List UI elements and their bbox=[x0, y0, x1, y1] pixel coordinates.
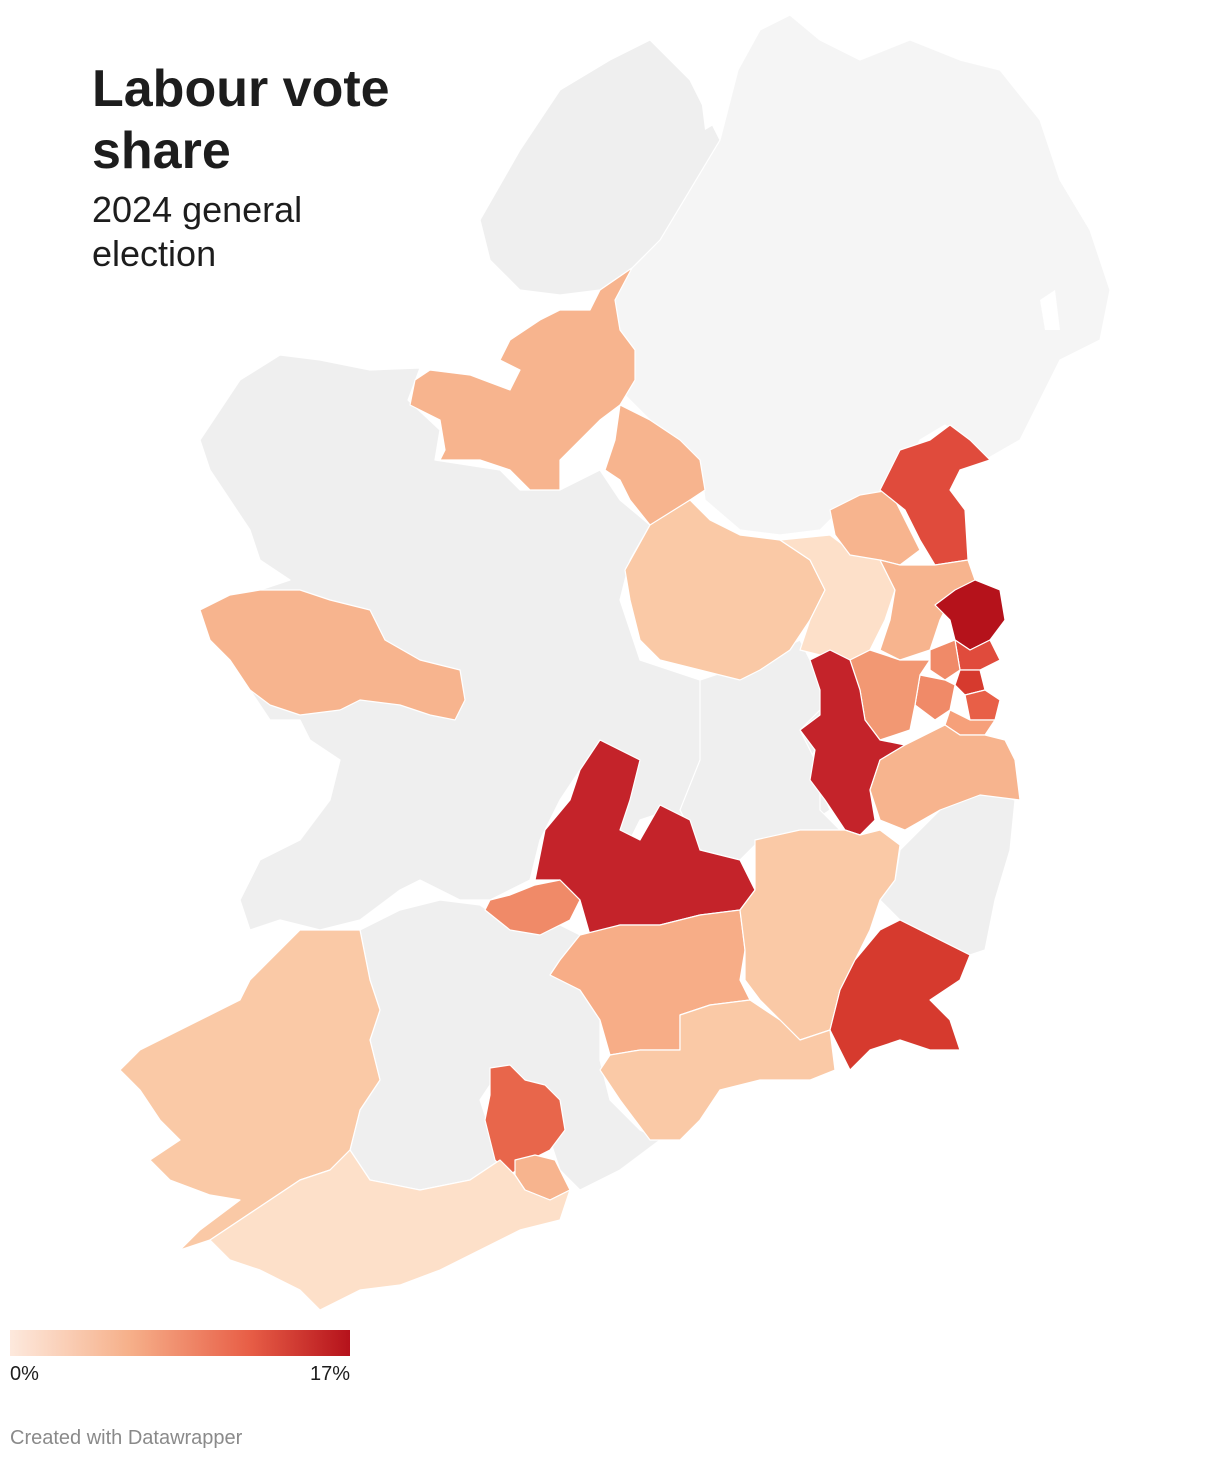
limerick-city-constituency bbox=[484, 879, 581, 936]
cork-north-central-constituency bbox=[484, 1064, 566, 1176]
cork-south-west-constituency bbox=[209, 1149, 571, 1311]
meath-east-constituency bbox=[879, 559, 976, 661]
dublin-bay-south-constituency bbox=[964, 689, 1001, 721]
louth-east-constituency bbox=[879, 424, 991, 566]
map-subtitle: 2024 general election bbox=[92, 189, 303, 274]
donegal-constituency bbox=[409, 267, 636, 491]
wicklow-constituency bbox=[869, 724, 1021, 831]
kerry-constituency bbox=[119, 929, 381, 1251]
mayo-constituency bbox=[199, 589, 466, 721]
map-title: Labour vote share bbox=[92, 60, 390, 180]
legend-gradient bbox=[10, 1330, 350, 1356]
credit-text: Created with Datawrapper bbox=[10, 1427, 243, 1449]
wexford-constituency bbox=[829, 919, 971, 1071]
legend-max-label: 17% bbox=[309, 1363, 350, 1385]
legend-min-label: 0% bbox=[10, 1363, 39, 1385]
dublin-fingal-constituency bbox=[934, 579, 1006, 651]
cavan-monaghan-constituency bbox=[624, 499, 826, 681]
dublin-west-constituency bbox=[929, 639, 961, 681]
donegal-north-region bbox=[479, 39, 721, 296]
color-scale-legend bbox=[10, 1330, 350, 1356]
louth-constituency bbox=[829, 489, 921, 566]
kildare-south-constituency bbox=[799, 649, 906, 836]
waterford-constituency bbox=[599, 999, 836, 1141]
